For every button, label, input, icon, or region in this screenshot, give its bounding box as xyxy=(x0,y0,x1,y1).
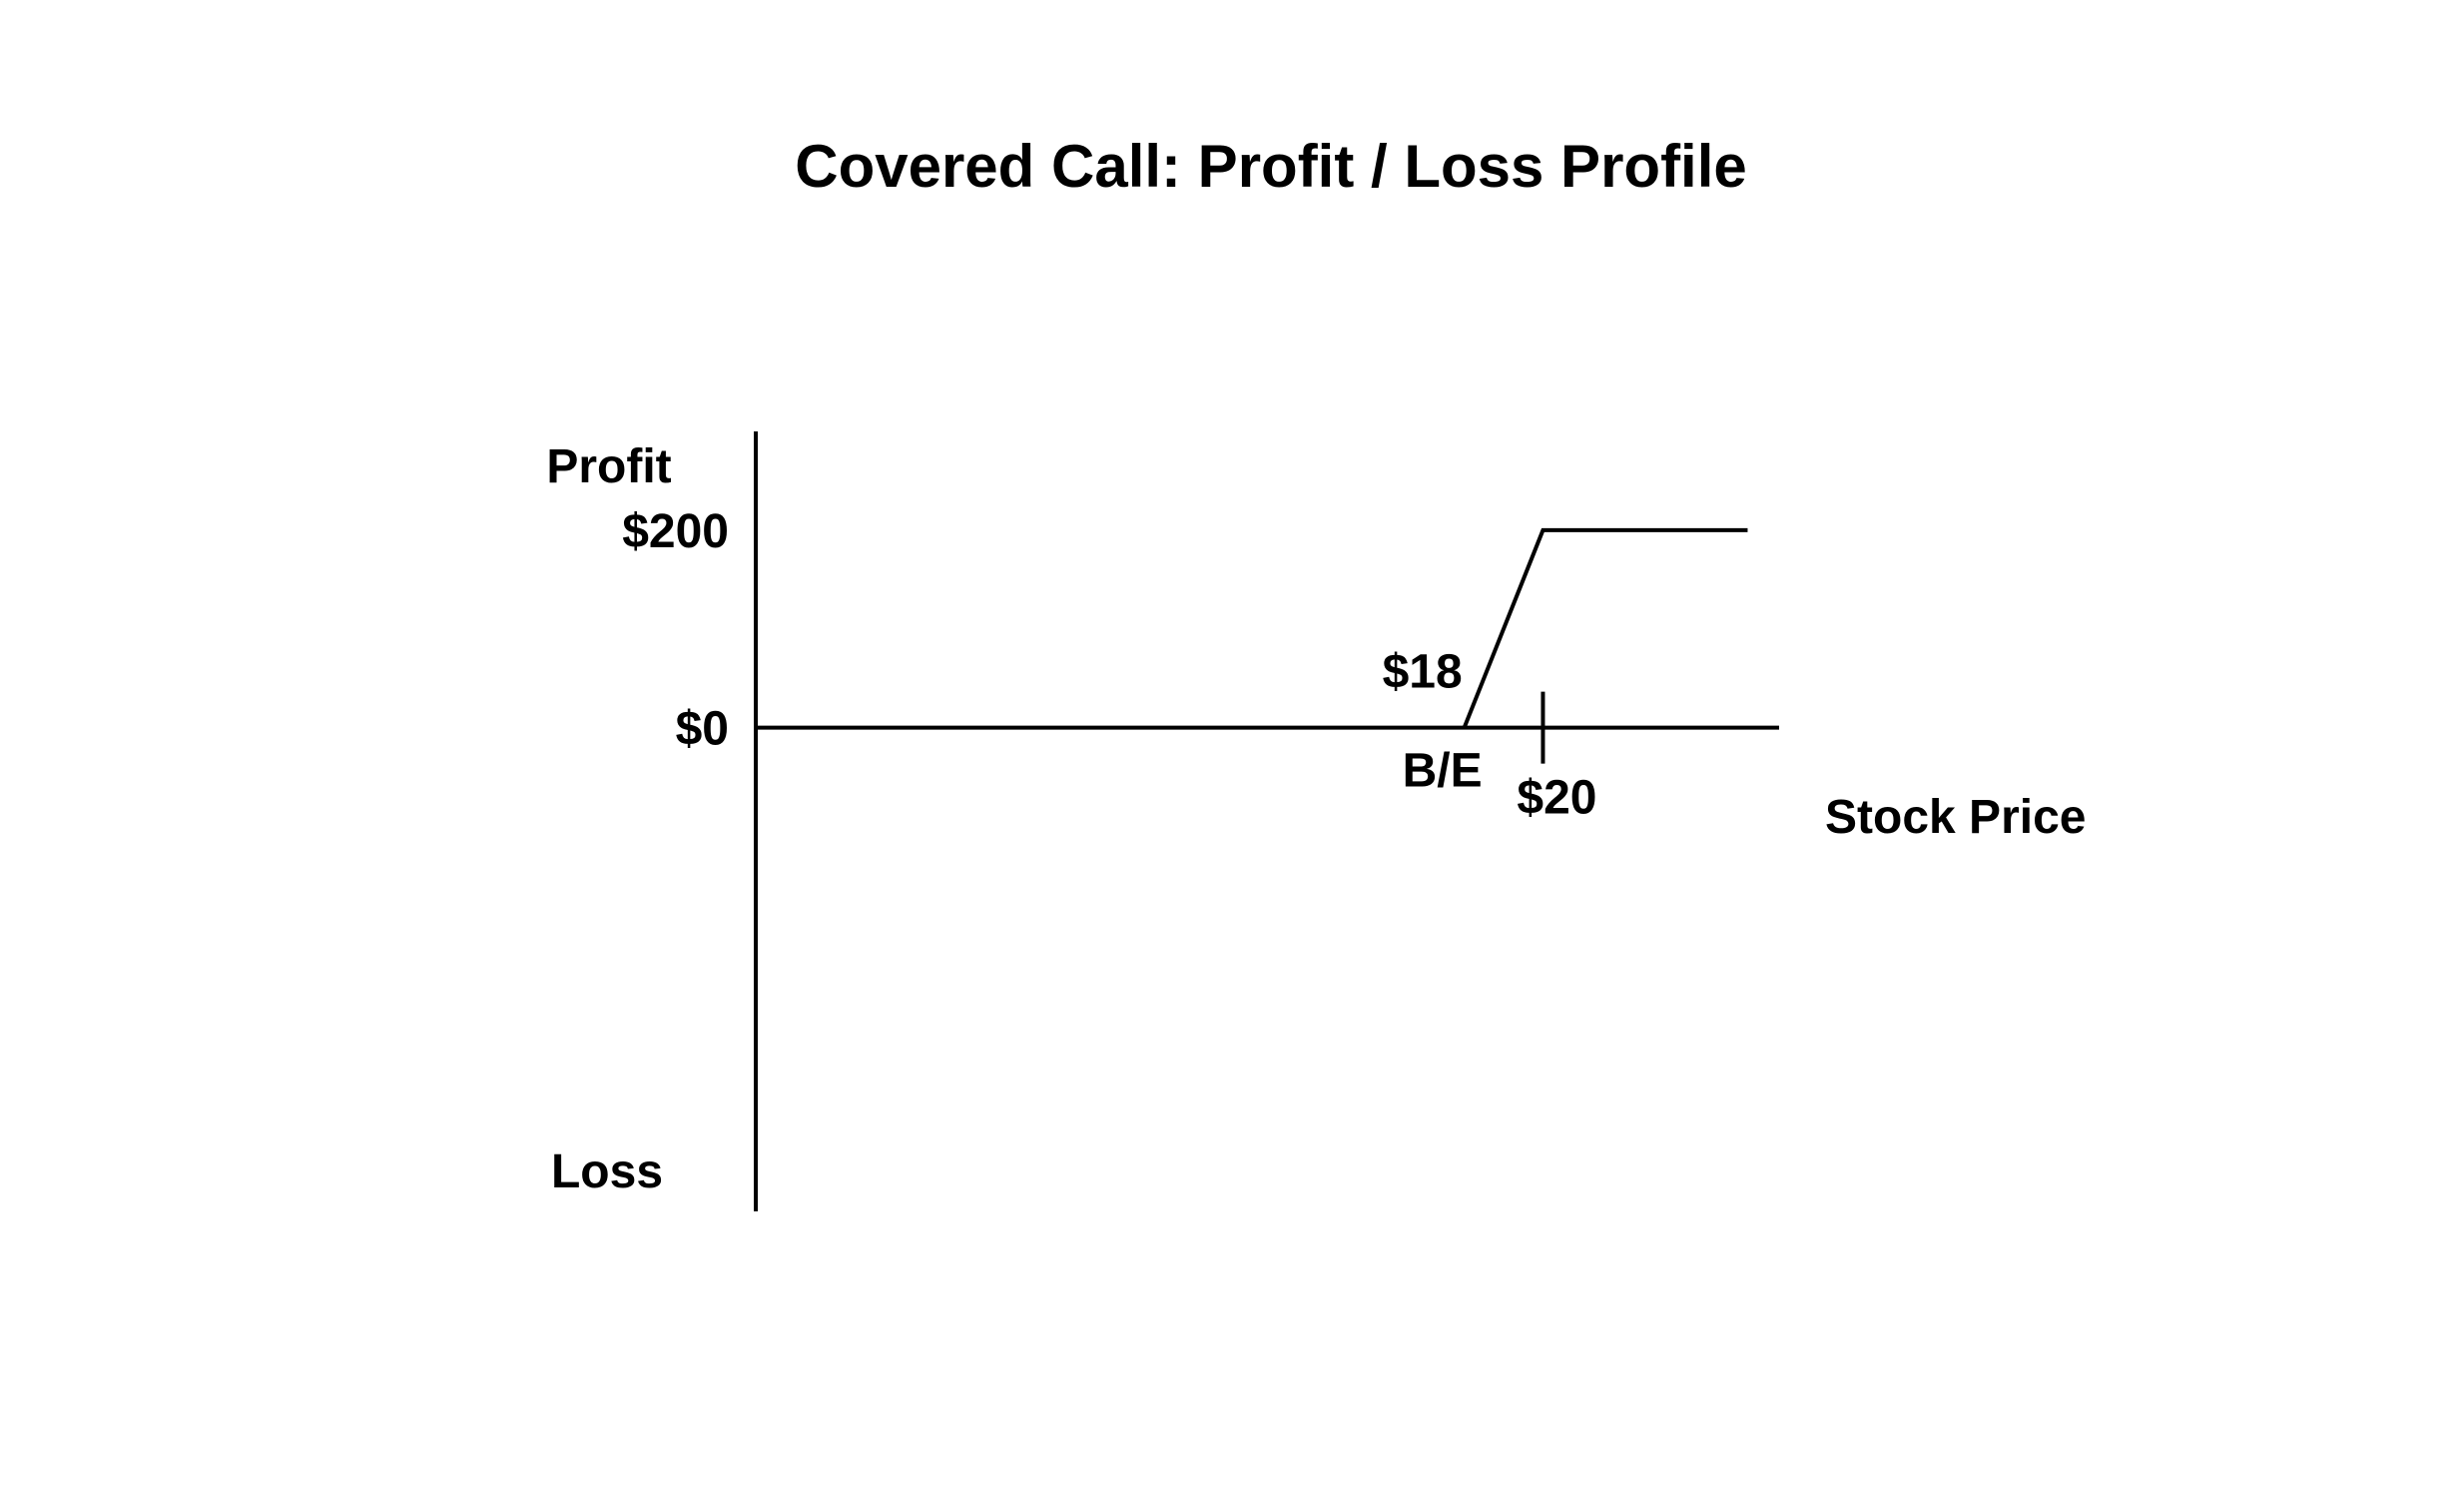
x-ticks: $20 xyxy=(1517,691,1597,825)
annotations: $18 B/E xyxy=(1383,646,1483,798)
annotation-break-even: B/E xyxy=(1403,745,1483,798)
y-tick-labels: $200 $0 xyxy=(622,505,729,756)
y-tick-label-0: $200 xyxy=(622,505,729,558)
annotation-strike-price: $18 xyxy=(1383,646,1463,699)
payoff-line-0 xyxy=(1462,527,1748,729)
y-axis-label-loss: Loss xyxy=(551,1145,663,1198)
y-axis-label-profit: Profit xyxy=(546,440,671,493)
x-axis-label: Stock Price xyxy=(1825,791,2086,844)
series-group xyxy=(1462,527,1748,729)
x-tick-label-0: $20 xyxy=(1517,772,1596,825)
y-tick-label-1: $0 xyxy=(676,703,729,756)
chart-title: Covered Call: Profit / Loss Profile xyxy=(795,133,1747,200)
